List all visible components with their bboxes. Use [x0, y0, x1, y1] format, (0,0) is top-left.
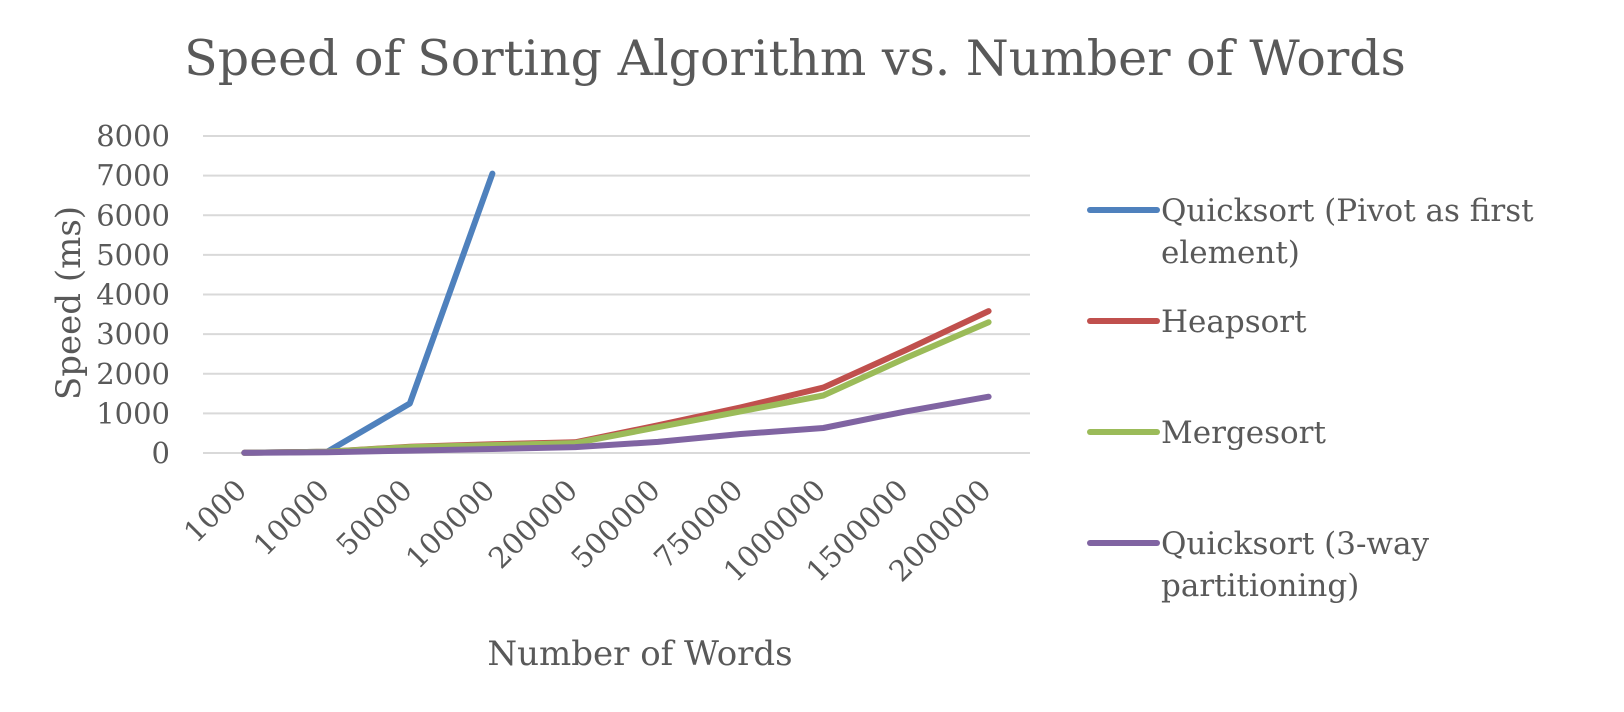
y-tick-label: 8000: [96, 119, 170, 153]
x-axis-ticks: 1000100005000010000020000050000075000010…: [177, 473, 998, 588]
legend-label-2: Mergesort: [1161, 415, 1326, 451]
legend: Quicksort (Pivot as first element) Heapsor…: [1087, 193, 1534, 604]
y-tick-label: 7000: [96, 159, 170, 193]
legend-label-line: partitioning): [1161, 568, 1359, 604]
series-line-3: [241, 393, 992, 456]
x-axis-title: Number of Words: [487, 634, 792, 674]
legend-label-line: Heapsort: [1161, 304, 1307, 340]
series-lines: [241, 170, 992, 456]
legend-label-1: Heapsort: [1161, 304, 1307, 340]
legend-label-line: element): [1161, 235, 1300, 271]
chart-title: Speed of Sorting Algorithm vs. Number of…: [184, 30, 1406, 87]
x-tick-label: 200000: [482, 473, 584, 575]
y-tick-label: 3000: [96, 317, 170, 351]
y-tick-label: 1000: [96, 396, 170, 430]
y-tick-label: 5000: [96, 238, 170, 272]
legend-label-3: Quicksort (3-way partitioning): [1161, 526, 1429, 604]
legend-label-0: Quicksort (Pivot as first element): [1161, 193, 1534, 271]
y-tick-label: 6000: [96, 198, 170, 232]
y-tick-label: 4000: [96, 278, 170, 312]
y-tick-label: 0: [152, 436, 170, 470]
legend-label-line: Mergesort: [1161, 415, 1326, 451]
legend-label-line: Quicksort (Pivot as first: [1161, 193, 1534, 229]
legend-label-line: Quicksort (3-way: [1161, 526, 1429, 562]
x-tick-label: 1000: [177, 473, 253, 549]
y-tick-label: 2000: [96, 357, 170, 391]
y-axis-title: Speed (ms): [49, 206, 89, 400]
x-tick-label: 100000: [399, 473, 501, 575]
y-axis-ticks: 0 1000 2000 3000 4000 5000 6000 7000 8000: [96, 119, 170, 470]
x-tick-label: 500000: [564, 473, 666, 575]
gridlines: [203, 135, 1030, 454]
x-tick-label: 10000: [247, 473, 336, 562]
